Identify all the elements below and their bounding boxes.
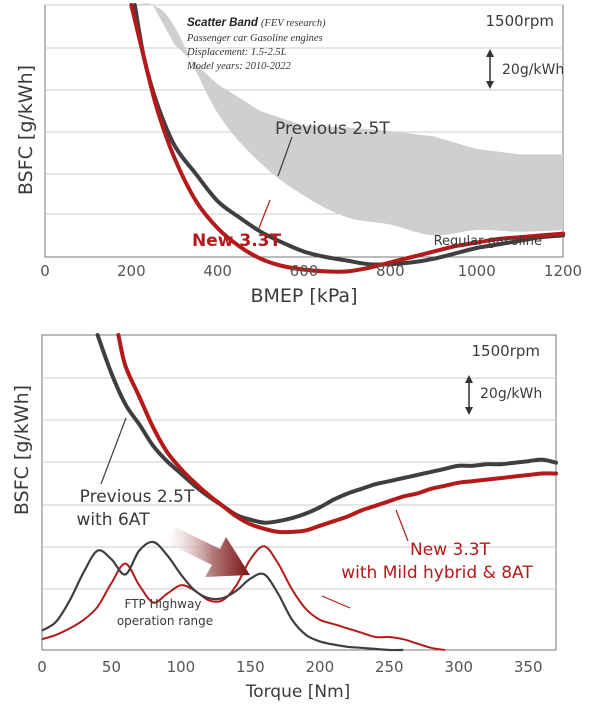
series-label: New 3.3T: [192, 231, 281, 251]
series-line-previous-2-5t: [132, 3, 565, 267]
x-axis-title: Torque [Nm]: [245, 682, 351, 702]
x-tick-label: 1000: [458, 262, 496, 280]
x-tick-label: 200: [117, 262, 146, 280]
y-axis-title: BSFC [g/kWh]: [11, 385, 33, 515]
plot-frame: [41, 334, 557, 651]
fuel-label: Regular gasoline: [434, 234, 542, 249]
leader-line: [395, 509, 409, 542]
x-tick-label: 600: [290, 262, 319, 280]
x-axis-title: BMEP [kPa]: [250, 285, 357, 307]
y-axis-title: BSFC [g/kWh]: [15, 65, 37, 195]
series-line-new-3-3t: [129, 3, 565, 274]
x-tick-labels: 0 200 400 600 800 1000 1200: [40, 262, 582, 280]
series-line-new-3-3t: [116, 333, 558, 535]
note-line-2: Displacement: 1.5-2.5L: [186, 47, 287, 58]
scale-bar-arrowhead-down: [486, 81, 494, 89]
rpm-label: 1500rpm: [472, 342, 540, 360]
x-tick-label: 800: [376, 262, 405, 280]
x-tick-label: 1200: [544, 262, 582, 280]
label-previous-2-5t: Previous 2.5T: [275, 119, 390, 177]
x-tick-label: 150: [236, 658, 265, 676]
series-label: Previous 2.5T: [275, 119, 390, 139]
x-tick-label: 350: [514, 658, 543, 676]
distribution-new-3-3t: [41, 545, 446, 651]
scatter-band: [109, 3, 564, 236]
label-new-3-3t-8at: New 3.3T with Mild hybrid & 8AT: [321, 509, 533, 609]
scale-bar: 20g/kWh: [465, 375, 542, 415]
x-tick-label: 50: [102, 658, 121, 676]
series-line-previous-2-5t: [95, 333, 558, 525]
x-tick-label: 300: [444, 658, 473, 676]
shift-arrow: [167, 527, 250, 577]
rpm-label: 1500rpm: [486, 12, 554, 30]
label-new-3-3t: New 3.3T: [192, 199, 281, 251]
x-tick-label: 200: [306, 658, 335, 676]
note-title: Scatter Band (FEV research): [187, 17, 326, 29]
chart-torque: 0 50 100 150 200 250 300 350 Torque [Nm] BSFC […: [11, 333, 558, 702]
chart-bmep: 0 200 400 600 800 1000 1200 BMEP [kPa] BSFC [g…: [15, 3, 582, 307]
scale-bar-arrowhead-up: [486, 49, 494, 57]
scale-bar-label: 20g/kWh: [502, 62, 564, 78]
region-label-line-2: operation range: [117, 614, 213, 628]
leader-line-distribution: [321, 595, 351, 609]
series-label-line-1: Previous 2.5T: [80, 487, 195, 507]
series-label-line-2: with 6AT: [77, 510, 151, 530]
scale-bar-arrowhead-up: [465, 375, 473, 383]
scale-bar-label: 20g/kWh: [480, 386, 542, 402]
note-line-1: Passenger car Gasoline engines: [186, 33, 323, 44]
distribution-previous-2-5t: [41, 540, 404, 652]
leader-line: [100, 417, 127, 485]
ftp-region-label: FTP Highway operation range: [117, 597, 213, 628]
x-tick-label: 0: [37, 658, 47, 676]
x-tick-label: 250: [375, 658, 404, 676]
x-tick-labels: 0 50 100 150 200 250 300 350: [37, 658, 542, 676]
leader-line: [277, 136, 293, 177]
label-previous-2-5t-6at: Previous 2.5T with 6AT: [77, 417, 195, 530]
x-tick-label: 0: [40, 262, 50, 280]
scale-bar: 20g/kWh: [486, 49, 564, 89]
note-line-3: Model years: 2010-2022: [186, 61, 292, 72]
leader-line: [258, 199, 271, 229]
series-label-line-1: New 3.3T: [410, 540, 491, 560]
scale-bar-arrowhead-down: [465, 407, 473, 415]
region-label-line-1: FTP Highway: [125, 597, 202, 611]
x-tick-label: 100: [167, 658, 196, 676]
series-label-line-2: with Mild hybrid & 8AT: [341, 563, 533, 583]
x-tick-label: 400: [203, 262, 232, 280]
scatter-band-note: Scatter Band (FEV research) Passenger car…: [186, 17, 326, 72]
